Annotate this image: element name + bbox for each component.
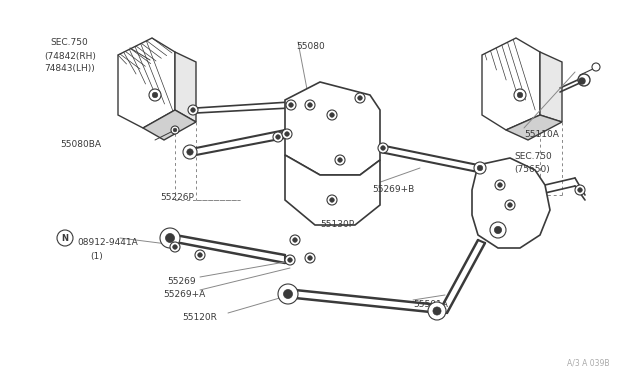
Text: 55110A: 55110A	[524, 130, 559, 139]
Circle shape	[273, 132, 283, 142]
Circle shape	[433, 307, 441, 315]
Text: 08912-9441A: 08912-9441A	[77, 238, 138, 247]
Text: 55269+B: 55269+B	[372, 185, 414, 194]
Text: 55080: 55080	[296, 42, 324, 51]
Text: 55269: 55269	[167, 277, 196, 286]
Circle shape	[170, 242, 180, 252]
Circle shape	[284, 289, 292, 298]
Text: 74843(LH)): 74843(LH))	[44, 64, 95, 73]
Circle shape	[308, 256, 312, 260]
Circle shape	[578, 74, 590, 86]
Circle shape	[474, 162, 486, 174]
Circle shape	[575, 185, 585, 195]
Text: 55080BA: 55080BA	[60, 140, 101, 149]
Circle shape	[278, 284, 298, 304]
Circle shape	[490, 222, 506, 238]
Circle shape	[290, 235, 300, 245]
Circle shape	[498, 183, 502, 187]
Circle shape	[330, 198, 334, 202]
Text: (1): (1)	[90, 252, 103, 261]
Text: SEC.750: SEC.750	[50, 38, 88, 47]
Text: SEC.750: SEC.750	[514, 152, 552, 161]
Circle shape	[160, 228, 180, 248]
Circle shape	[330, 113, 334, 117]
Text: 55501A: 55501A	[413, 300, 448, 309]
Circle shape	[355, 93, 365, 103]
Circle shape	[198, 253, 202, 257]
Polygon shape	[285, 155, 380, 225]
Circle shape	[149, 89, 161, 101]
Text: (74842(RH): (74842(RH)	[44, 52, 96, 61]
Circle shape	[187, 149, 193, 155]
Polygon shape	[285, 82, 380, 175]
Circle shape	[517, 92, 523, 98]
Circle shape	[173, 245, 177, 249]
Circle shape	[592, 63, 600, 71]
Circle shape	[188, 105, 198, 115]
Circle shape	[381, 146, 385, 150]
Polygon shape	[118, 38, 175, 128]
Polygon shape	[506, 115, 562, 140]
Polygon shape	[143, 110, 196, 140]
Text: 55226P: 55226P	[160, 193, 194, 202]
Circle shape	[289, 103, 293, 107]
Circle shape	[579, 78, 585, 84]
Circle shape	[183, 145, 197, 159]
Circle shape	[508, 203, 512, 207]
Circle shape	[308, 103, 312, 107]
Text: 55269+A: 55269+A	[163, 290, 205, 299]
Text: N: N	[61, 234, 68, 243]
Circle shape	[514, 89, 526, 101]
Circle shape	[358, 96, 362, 100]
Circle shape	[152, 92, 157, 98]
Circle shape	[477, 165, 483, 171]
Circle shape	[327, 110, 337, 120]
Circle shape	[335, 155, 345, 165]
Circle shape	[578, 188, 582, 192]
Polygon shape	[175, 52, 196, 122]
Circle shape	[191, 108, 195, 112]
Text: 55120R: 55120R	[182, 313, 217, 322]
Circle shape	[286, 100, 296, 110]
Polygon shape	[482, 38, 540, 130]
Circle shape	[282, 129, 292, 139]
Circle shape	[173, 128, 177, 132]
Circle shape	[285, 132, 289, 136]
Circle shape	[305, 100, 315, 110]
Circle shape	[494, 227, 502, 234]
Circle shape	[292, 238, 297, 242]
Circle shape	[505, 200, 515, 210]
Text: (75650): (75650)	[514, 165, 550, 174]
Circle shape	[276, 135, 280, 139]
Polygon shape	[472, 158, 550, 248]
Circle shape	[305, 253, 315, 263]
Circle shape	[378, 143, 388, 153]
Circle shape	[327, 195, 337, 205]
Circle shape	[166, 234, 175, 243]
Circle shape	[338, 158, 342, 162]
Circle shape	[57, 230, 73, 246]
Circle shape	[428, 302, 446, 320]
Circle shape	[171, 126, 179, 134]
Circle shape	[288, 258, 292, 262]
Text: 55130P: 55130P	[320, 220, 354, 229]
Text: A/3 A 039B: A/3 A 039B	[568, 358, 610, 367]
Circle shape	[285, 255, 295, 265]
Circle shape	[495, 180, 505, 190]
Polygon shape	[540, 52, 562, 122]
Circle shape	[195, 250, 205, 260]
